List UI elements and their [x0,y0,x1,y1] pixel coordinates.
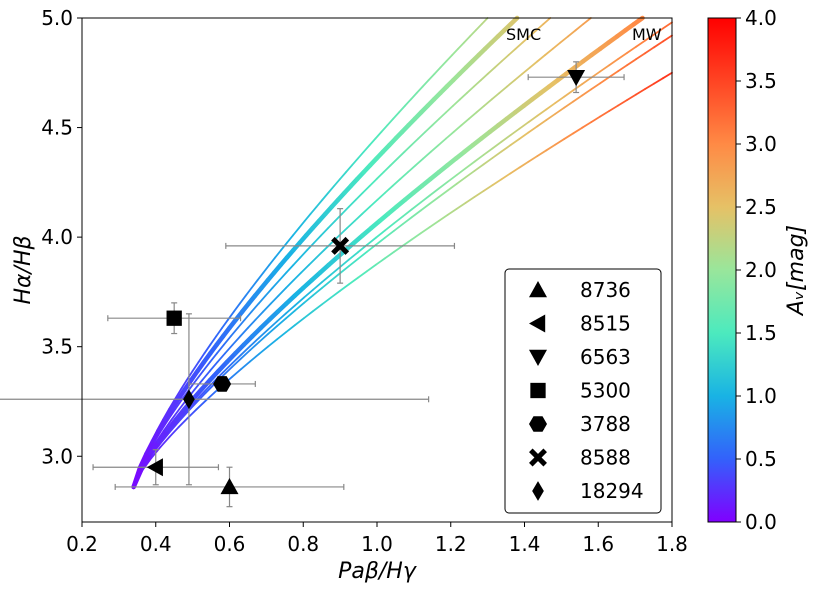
legend: 8736 8515 6563 5300 3788 8588 18294 [504,268,662,514]
data-point-8736 [220,477,239,495]
data-point-8515 [146,458,163,477]
legend-item: 8736 [529,278,631,302]
legend-marker-8736 [529,281,547,298]
legend-item: 8515 [529,312,631,336]
x-tick-label: 0.2 [66,532,98,556]
legend-item: 6563 [529,345,631,369]
colorbar-tick-label: 0.0 [745,510,777,534]
attenuation-curves [131,15,673,490]
data-point-8588 [331,236,350,255]
legend-item: 5300 [530,379,631,403]
legend-marker-5300 [530,382,546,399]
legend-label: 8736 [580,278,631,302]
colorbar-tick-label: 2.5 [745,195,777,219]
colorbar-tick-label: 1.0 [745,384,777,408]
x-tick-label: 1.0 [361,532,393,556]
legend-item: 8588 [529,446,631,470]
x-tick-label: 1.2 [435,532,467,556]
attenuation-curve [131,15,520,490]
x-tick-label: 0.6 [214,532,246,556]
legend-marker-6563 [529,349,547,366]
colorbar-tick-label: 3.5 [745,69,777,93]
x-tick-label: 1.4 [509,532,541,556]
legend-marker-3788 [529,416,547,432]
attenuation-curve [132,17,552,488]
legend-marker-8515 [529,314,546,333]
y-tick-label: 3.5 [41,335,73,359]
data-point-18294 [183,389,195,410]
colorbar-label: Aᵥ[mag] [784,225,809,317]
data-point-3788 [213,376,232,392]
legend-marker-8588 [529,448,547,467]
colorbar: 0.0 0.5 1.0 1.5 2.0 2.5 3.0 3.5 4.0 Aᵥ[mag] [707,6,809,534]
y-axis: 3.0 3.5 4.0 4.5 5.0 [41,6,82,468]
x-tick-label: 1.6 [582,532,614,556]
attenuation-curve [132,21,673,488]
mw-annotation: MW [632,25,662,44]
colorbar-tick-label: 0.5 [745,447,777,471]
x-tick-label: 0.8 [287,532,319,556]
legend-label: 3788 [580,412,631,436]
legend-label: 5300 [580,379,631,403]
y-tick-label: 4.5 [41,116,73,140]
attenuation-curve [132,17,489,488]
legend-label: 8588 [580,446,631,470]
y-tick-label: 5.0 [41,6,73,30]
legend-label: 6563 [580,345,631,369]
x-axis-label: Paβ/Hγ [338,559,417,584]
legend-item: 18294 [532,479,644,503]
y-tick-label: 4.0 [41,225,73,249]
y-axis-label: Hα/Hβ [11,235,36,304]
smc-annotation: SMC [506,25,541,44]
data-point-6563 [567,69,586,87]
x-axis: 0.2 0.4 0.6 0.8 1.0 1.2 1.4 1.6 1.8 [66,522,688,556]
x-tick-label: 1.8 [656,532,688,556]
attenuation-curve [131,15,645,490]
legend-item: 3788 [529,412,631,436]
data-point-5300 [166,310,182,326]
x-tick-label: 0.4 [140,532,172,556]
colorbar-tick-label: 4.0 [745,6,777,30]
colorbar-tick-label: 3.0 [745,132,777,156]
legend-label: 18294 [580,479,644,503]
colorbar-tick-label: 2.0 [745,258,777,282]
y-tick-label: 3.0 [41,444,73,468]
legend-label: 8515 [580,312,631,336]
colorbar-gradient [707,17,737,523]
legend-marker-18294 [532,481,544,501]
colorbar-tick-label: 1.5 [745,321,777,345]
data-markers [146,69,586,495]
